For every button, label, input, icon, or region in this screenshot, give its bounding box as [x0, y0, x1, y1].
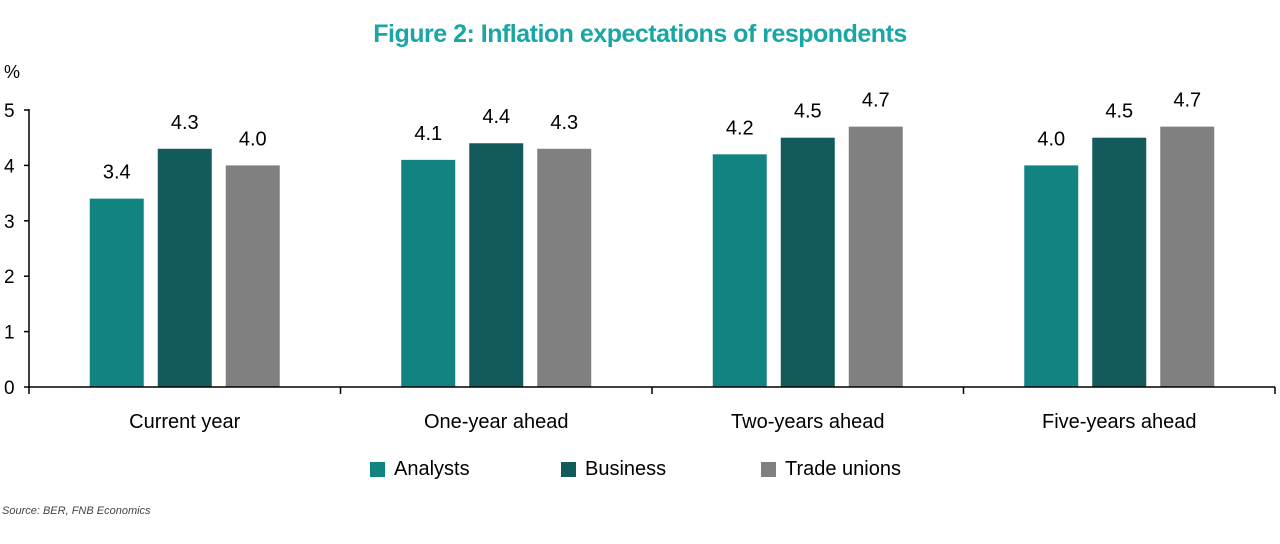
data-label: 4.2 — [726, 117, 754, 139]
y-tick-label: 4 — [4, 156, 15, 177]
x-tick-label: One-year ahead — [424, 411, 569, 433]
x-tick-label: Five-years ahead — [1042, 411, 1197, 433]
legend-label-business: Business — [585, 458, 667, 480]
bar — [1024, 165, 1079, 387]
legend-swatch-trade-unions — [761, 462, 776, 477]
data-label: 4.0 — [1037, 128, 1065, 150]
legend: Analysts Business Trade unions — [0, 458, 1280, 482]
x-axis: Current year One-year ahead Two-years ahea… — [28, 386, 1276, 433]
legend-swatch-analysts — [370, 462, 385, 477]
bar — [712, 154, 767, 387]
y-tick-label: 3 — [4, 212, 15, 233]
bar — [225, 165, 280, 387]
y-tick-label: 1 — [4, 323, 15, 344]
bar — [848, 126, 903, 388]
data-label: 4.5 — [794, 101, 822, 123]
legend-swatch-business — [561, 462, 576, 477]
bars-group: 3.4 4.3 4.0 4.1 4.4 4.3 4.2 4.5 4.7 4.0 4.5 4.7 — [89, 90, 1215, 388]
x-tick-label: Current year — [129, 411, 240, 433]
bar — [780, 137, 835, 387]
data-label: 4.7 — [862, 90, 890, 112]
chart-title: Figure 2: Inflation expectations of resp… — [373, 20, 907, 48]
legend-label-analysts: Analysts — [394, 458, 470, 480]
bar — [89, 198, 144, 387]
data-label: 4.3 — [171, 112, 199, 134]
bar — [469, 143, 524, 387]
bar — [1092, 137, 1147, 387]
x-tick-label: Two-years ahead — [731, 411, 884, 433]
bar — [157, 148, 212, 387]
bar — [1160, 126, 1215, 388]
legend-item-trade-unions: Trade unions — [761, 458, 901, 481]
legend-item-business: Business — [561, 458, 666, 481]
y-axis-unit-label: % — [4, 62, 20, 82]
source-note: Source: BER, FNB Economics — [2, 505, 151, 517]
data-label: 4.5 — [1105, 101, 1133, 123]
data-label: 3.4 — [103, 162, 131, 184]
y-tick-label: 5 — [4, 101, 15, 122]
legend-label-trade-unions: Trade unions — [785, 458, 901, 480]
data-label: 4.3 — [550, 112, 578, 134]
data-label: 4.4 — [482, 106, 510, 128]
legend-item-analysts: Analysts — [370, 458, 470, 481]
data-label: 4.1 — [414, 123, 442, 145]
y-tick-label: 0 — [4, 378, 15, 399]
y-tick-label: 2 — [4, 267, 15, 288]
bar — [537, 148, 592, 387]
data-label: 4.0 — [239, 128, 267, 150]
data-label: 4.7 — [1173, 90, 1201, 112]
y-axis: 0 1 2 3 4 5 — [4, 101, 30, 399]
bar — [401, 159, 456, 387]
